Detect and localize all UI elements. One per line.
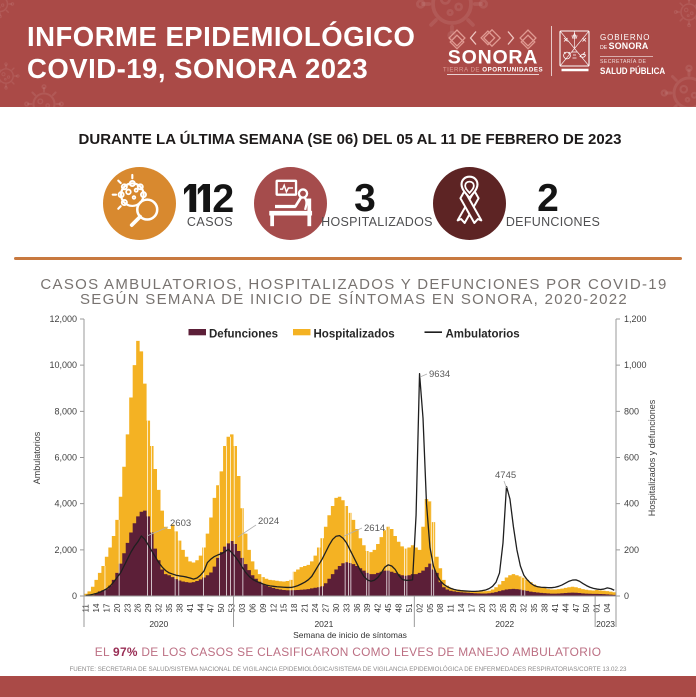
svg-text:Ambulatorios: Ambulatorios bbox=[32, 431, 42, 484]
svg-text:36: 36 bbox=[353, 603, 362, 612]
svg-text:12: 12 bbox=[269, 603, 278, 612]
svg-text:11: 11 bbox=[82, 604, 91, 613]
svg-text:12,000: 12,000 bbox=[49, 314, 77, 324]
svg-text:23: 23 bbox=[488, 603, 497, 612]
svg-text:17: 17 bbox=[102, 603, 111, 612]
svg-text:2603: 2603 bbox=[170, 518, 191, 529]
svg-text:TIERRA DE OPORTUNIDADES: TIERRA DE OPORTUNIDADES bbox=[443, 67, 543, 74]
svg-text:02: 02 bbox=[415, 603, 424, 612]
svg-text:44: 44 bbox=[561, 603, 570, 612]
svg-text:35: 35 bbox=[530, 603, 539, 612]
svg-text:Hospitalizados y defunciones: Hospitalizados y defunciones bbox=[647, 399, 657, 516]
svg-text:2020: 2020 bbox=[149, 619, 168, 629]
svg-text:32: 32 bbox=[155, 603, 164, 612]
svg-text:14: 14 bbox=[92, 603, 101, 612]
svg-text:47: 47 bbox=[207, 603, 216, 612]
svg-text:1,000: 1,000 bbox=[624, 360, 647, 370]
svg-text:9634: 9634 bbox=[429, 369, 450, 380]
svg-text:45: 45 bbox=[384, 603, 393, 612]
svg-text:23: 23 bbox=[123, 603, 132, 612]
svg-text:50: 50 bbox=[217, 603, 226, 612]
svg-text:2022: 2022 bbox=[495, 619, 514, 629]
svg-text:Defunciones: Defunciones bbox=[209, 329, 278, 341]
svg-text:05: 05 bbox=[426, 603, 435, 612]
svg-text:SONORA: SONORA bbox=[448, 47, 538, 69]
svg-text:41: 41 bbox=[186, 603, 195, 612]
svg-text:38: 38 bbox=[175, 603, 184, 612]
svg-text:35: 35 bbox=[165, 603, 174, 612]
svg-text:15: 15 bbox=[280, 603, 289, 612]
svg-text:600: 600 bbox=[624, 453, 639, 463]
svg-text:2,000: 2,000 bbox=[54, 545, 77, 555]
svg-text:38: 38 bbox=[541, 603, 550, 612]
svg-text:8,000: 8,000 bbox=[54, 406, 77, 416]
svg-text:26: 26 bbox=[499, 603, 508, 612]
svg-text:4,000: 4,000 bbox=[54, 499, 77, 509]
svg-text:50: 50 bbox=[582, 603, 591, 612]
svg-text:08: 08 bbox=[436, 603, 445, 612]
svg-text:21: 21 bbox=[301, 603, 310, 612]
svg-text:2021: 2021 bbox=[314, 619, 333, 629]
svg-text:800: 800 bbox=[624, 406, 639, 416]
svg-text:400: 400 bbox=[624, 499, 639, 509]
svg-text:Ambulatorios: Ambulatorios bbox=[446, 329, 520, 341]
svg-text:24: 24 bbox=[311, 603, 320, 612]
svg-text:2024: 2024 bbox=[258, 516, 279, 527]
svg-text:06: 06 bbox=[248, 603, 257, 612]
svg-text:0: 0 bbox=[624, 591, 629, 601]
svg-text:200: 200 bbox=[624, 545, 639, 555]
svg-text:20: 20 bbox=[478, 603, 487, 612]
svg-text:42: 42 bbox=[374, 603, 383, 612]
svg-text:11: 11 bbox=[447, 604, 456, 613]
svg-text:20: 20 bbox=[113, 603, 122, 612]
svg-text:41: 41 bbox=[551, 603, 560, 612]
svg-text:44: 44 bbox=[196, 603, 205, 612]
svg-text:Hospitalizados: Hospitalizados bbox=[314, 329, 395, 341]
svg-text:17: 17 bbox=[468, 603, 477, 612]
svg-text:2023: 2023 bbox=[596, 619, 615, 629]
svg-text:33: 33 bbox=[342, 603, 351, 612]
svg-text:14: 14 bbox=[457, 603, 466, 612]
svg-text:04: 04 bbox=[603, 603, 612, 612]
svg-text:32: 32 bbox=[520, 603, 529, 612]
svg-text:2: 2 bbox=[212, 184, 234, 214]
svg-text:30: 30 bbox=[332, 603, 341, 612]
svg-text:29: 29 bbox=[144, 603, 153, 612]
svg-text:03: 03 bbox=[238, 603, 247, 612]
svg-text:53: 53 bbox=[228, 603, 237, 612]
svg-text:47: 47 bbox=[572, 603, 581, 612]
svg-text:51: 51 bbox=[405, 603, 414, 612]
svg-text:18: 18 bbox=[290, 603, 299, 612]
svg-text:09: 09 bbox=[259, 603, 268, 612]
svg-text:29: 29 bbox=[509, 603, 518, 612]
svg-text:01: 01 bbox=[593, 603, 602, 612]
svg-text:6,000: 6,000 bbox=[54, 453, 77, 463]
svg-text:1,200: 1,200 bbox=[624, 314, 647, 324]
svg-text:27: 27 bbox=[321, 603, 330, 612]
svg-text:26: 26 bbox=[134, 603, 143, 612]
svg-text:4745: 4745 bbox=[495, 470, 516, 481]
svg-text:2614: 2614 bbox=[364, 523, 385, 534]
svg-text:48: 48 bbox=[394, 603, 403, 612]
svg-text:10,000: 10,000 bbox=[49, 360, 77, 370]
svg-text:39: 39 bbox=[363, 603, 372, 612]
svg-text:Semana de inicio de síntomas: Semana de inicio de síntomas bbox=[293, 630, 407, 640]
svg-text:0: 0 bbox=[72, 591, 77, 601]
